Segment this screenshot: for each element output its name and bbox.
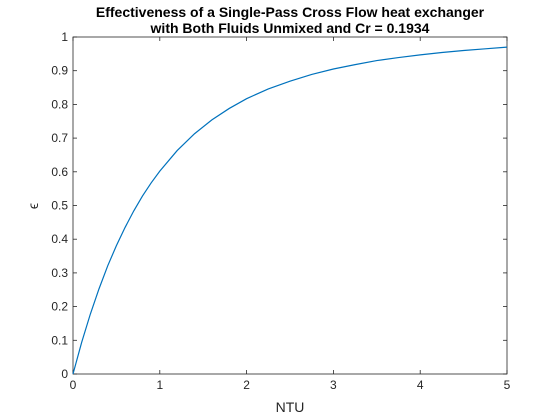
- chart-title-line-1: Effectiveness of a Single-Pass Cross Flo…: [96, 4, 485, 20]
- x-tick-label: 1: [156, 378, 163, 392]
- x-tick-label: 0: [70, 378, 77, 392]
- x-tick-label: 4: [417, 378, 424, 392]
- y-tick-label: 1: [61, 30, 68, 44]
- x-tick-label: 3: [330, 378, 337, 392]
- y-axis-ticks: 0 0.1 0.2 0.3 0.4 0.5 0.6 0.7 0.8 0.9 1: [51, 30, 507, 381]
- y-tick-label: 0.4: [51, 232, 68, 246]
- y-tick-label: 0: [61, 367, 68, 381]
- y-tick-label: 0.1: [51, 333, 68, 347]
- y-tick-label: 0.8: [51, 97, 68, 111]
- y-tick-label: 0.5: [51, 199, 68, 213]
- series-line: [72, 46, 508, 375]
- plot-area: [72, 36, 508, 375]
- x-tick-label: 5: [504, 378, 511, 392]
- y-tick-label: 0.2: [51, 300, 68, 314]
- y-tick-label: 0.9: [51, 64, 68, 78]
- x-axis-label: NTU: [276, 399, 305, 415]
- chart-title-line-2: with Both Fluids Unmixed and Cr = 0.1934: [150, 20, 430, 36]
- y-tick-label: 0.3: [51, 266, 68, 280]
- x-axis-ticks: 0 1 2 3 4 5: [70, 37, 511, 392]
- x-tick-label: 2: [243, 378, 250, 392]
- y-tick-label: 0.7: [51, 131, 68, 145]
- y-tick-label: 0.6: [51, 165, 68, 179]
- y-axis-label: ϵ: [25, 203, 41, 209]
